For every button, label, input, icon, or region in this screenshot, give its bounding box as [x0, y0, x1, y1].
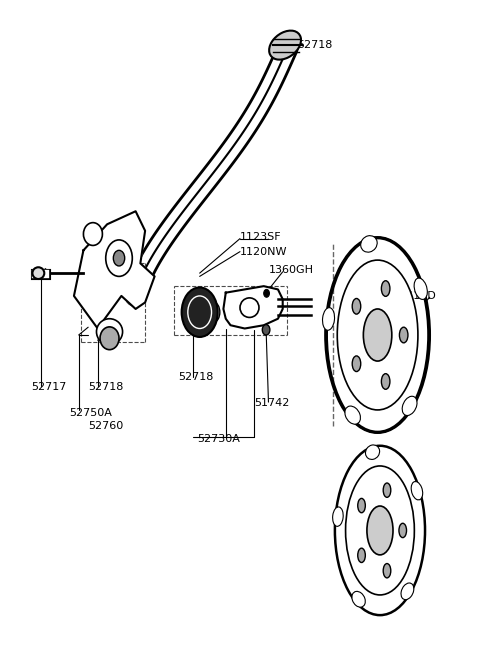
Ellipse shape [399, 327, 408, 343]
Ellipse shape [335, 445, 425, 615]
Ellipse shape [240, 298, 259, 317]
Ellipse shape [84, 223, 102, 246]
Text: 52718: 52718 [179, 373, 214, 382]
Ellipse shape [382, 374, 390, 390]
Ellipse shape [100, 327, 119, 350]
Ellipse shape [383, 483, 391, 497]
Ellipse shape [365, 445, 380, 459]
Text: 52717: 52717 [31, 382, 67, 392]
Text: 52750A: 52750A [69, 408, 112, 419]
Circle shape [113, 250, 125, 266]
Ellipse shape [358, 499, 365, 512]
Ellipse shape [337, 260, 418, 410]
Circle shape [181, 288, 218, 337]
Ellipse shape [401, 583, 414, 600]
Text: 51742: 51742 [254, 398, 289, 409]
Ellipse shape [346, 466, 414, 595]
Text: 52730A: 52730A [197, 434, 240, 444]
Text: 52760: 52760 [88, 421, 123, 431]
Ellipse shape [383, 564, 391, 578]
Ellipse shape [333, 507, 343, 526]
Ellipse shape [352, 298, 361, 314]
Text: 58411C: 58411C [368, 499, 411, 509]
Ellipse shape [360, 236, 377, 252]
Circle shape [262, 325, 270, 335]
Ellipse shape [352, 356, 361, 372]
Ellipse shape [399, 523, 407, 537]
Text: 58411D: 58411D [392, 291, 435, 301]
Polygon shape [223, 286, 283, 328]
Ellipse shape [352, 591, 365, 607]
Circle shape [264, 290, 269, 297]
Circle shape [188, 296, 212, 328]
Ellipse shape [96, 319, 122, 345]
Ellipse shape [325, 237, 430, 433]
Text: 1120NW: 1120NW [240, 246, 288, 257]
Ellipse shape [323, 307, 335, 330]
Ellipse shape [208, 302, 220, 322]
Ellipse shape [269, 31, 301, 60]
Ellipse shape [345, 406, 360, 424]
Text: 52718: 52718 [297, 40, 332, 50]
Ellipse shape [33, 267, 44, 279]
Ellipse shape [367, 506, 393, 555]
Text: 1123SF: 1123SF [240, 233, 282, 242]
Ellipse shape [363, 309, 392, 361]
Circle shape [106, 240, 132, 277]
Polygon shape [74, 212, 155, 328]
Text: 52718: 52718 [88, 382, 123, 392]
Text: 1360GH: 1360GH [268, 265, 313, 275]
Ellipse shape [411, 482, 423, 500]
Ellipse shape [402, 396, 417, 415]
Ellipse shape [382, 281, 390, 296]
Ellipse shape [414, 278, 427, 300]
Ellipse shape [326, 238, 429, 432]
Ellipse shape [358, 548, 365, 562]
